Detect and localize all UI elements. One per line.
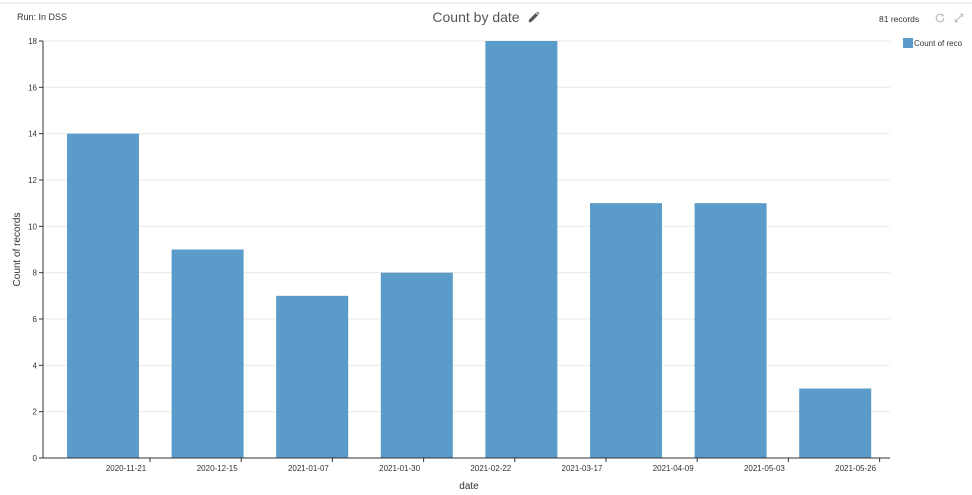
legend-swatch bbox=[903, 38, 913, 48]
y-axis-ticks: 0 2 4 6 8 10 12 14 16 18 bbox=[28, 37, 43, 463]
y-tick-label: 12 bbox=[28, 176, 37, 185]
x-tick-label: 2020-11-21 bbox=[106, 464, 147, 473]
bars bbox=[67, 41, 872, 459]
x-axis-ticks: 2020-11-21 2020-12-15 2021-01-07 2021-01-30… bbox=[106, 458, 881, 473]
x-tick-label: 2021-01-07 bbox=[288, 464, 329, 473]
y-tick-label: 18 bbox=[28, 37, 37, 46]
pencil-icon[interactable] bbox=[527, 11, 540, 24]
expand-icon[interactable] bbox=[953, 12, 965, 24]
bar[interactable] bbox=[485, 41, 558, 458]
y-tick-label: 2 bbox=[33, 408, 38, 417]
y-tick-label: 4 bbox=[33, 361, 38, 370]
y-tick-label: 6 bbox=[33, 315, 38, 324]
top-divider bbox=[0, 2, 972, 4]
records-count: 81 records bbox=[879, 14, 920, 24]
run-context-label: Run: In DSS bbox=[17, 12, 68, 22]
x-axis-title: date bbox=[459, 481, 479, 492]
bar[interactable] bbox=[590, 203, 662, 458]
refresh-icon[interactable] bbox=[934, 12, 946, 24]
x-tick-label: 2021-02-22 bbox=[470, 464, 511, 473]
bar[interactable] bbox=[276, 295, 349, 458]
x-tick-label: 2020-12-15 bbox=[197, 464, 238, 473]
x-tick-label: 2021-05-26 bbox=[835, 464, 876, 473]
bar[interactable] bbox=[694, 203, 767, 458]
x-tick-label: 2021-01-30 bbox=[379, 464, 420, 473]
title-bar: Count by date bbox=[0, 9, 972, 25]
y-tick-label: 16 bbox=[28, 83, 37, 92]
y-axis-title: Count of records bbox=[12, 213, 23, 287]
y-tick-label: 14 bbox=[28, 130, 37, 139]
legend: Count of reco bbox=[903, 38, 972, 48]
y-tick-label: 0 bbox=[33, 454, 38, 463]
bar[interactable] bbox=[67, 133, 139, 458]
y-tick-label: 10 bbox=[28, 222, 37, 231]
chart-title[interactable]: Count by date bbox=[432, 9, 520, 25]
x-tick-label: 2021-03-17 bbox=[562, 464, 603, 473]
legend-label[interactable]: Count of reco bbox=[914, 39, 963, 48]
bar[interactable] bbox=[799, 388, 872, 459]
x-tick-label: 2021-05-03 bbox=[744, 464, 785, 473]
bar[interactable] bbox=[380, 272, 453, 458]
y-tick-label: 8 bbox=[33, 269, 38, 278]
axes bbox=[42, 41, 890, 459]
bar[interactable] bbox=[171, 249, 244, 459]
x-tick-label: 2021-04-09 bbox=[653, 464, 694, 473]
